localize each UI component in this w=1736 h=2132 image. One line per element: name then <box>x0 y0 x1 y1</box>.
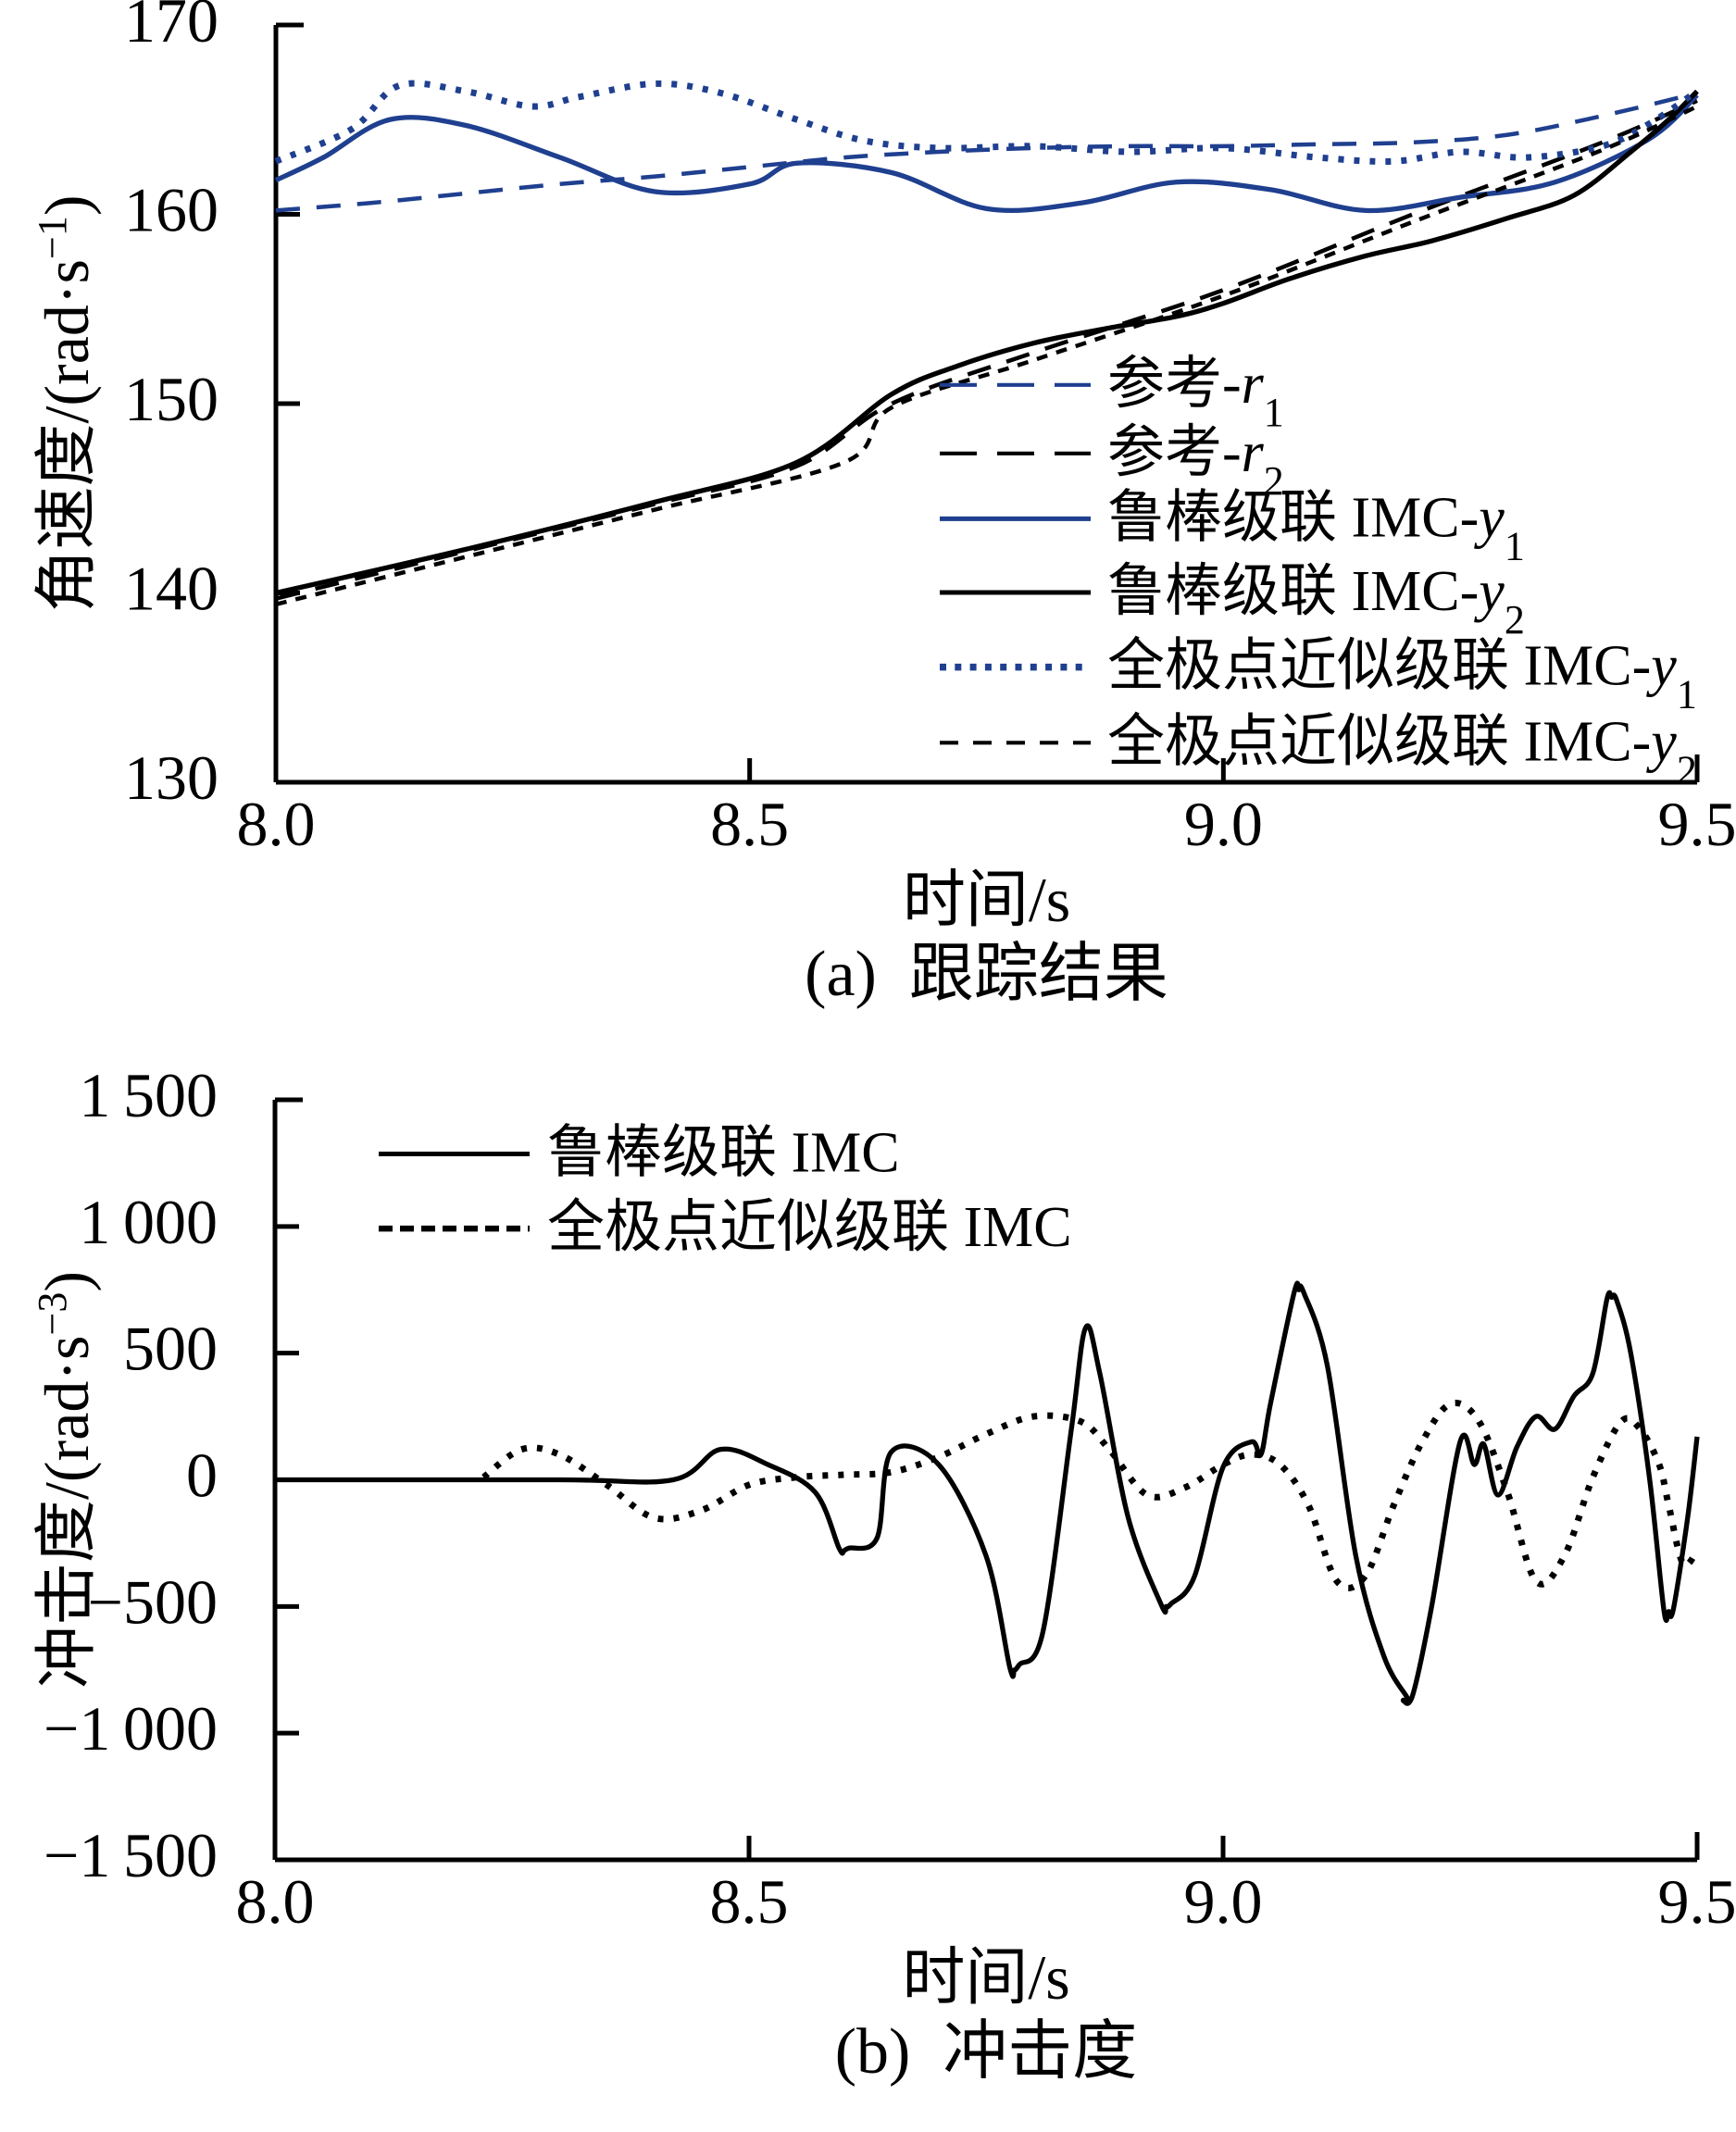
svg-text:9.5: 9.5 <box>1658 1866 1736 1937</box>
svg-text:150: 150 <box>124 364 219 434</box>
svg-text:8.0: 8.0 <box>236 1866 315 1937</box>
svg-text:1 500: 1 500 <box>79 1060 218 1130</box>
svg-text:−500: −500 <box>88 1566 218 1637</box>
svg-text:(b) 冲击度: (b) 冲击度 <box>835 2016 1138 2088</box>
svg-text:全极点近似级联 IMC: 全极点近似级联 IMC <box>547 1196 1072 1259</box>
svg-text:−1 000: −1 000 <box>44 1693 218 1764</box>
svg-text:9.5: 9.5 <box>1658 789 1736 859</box>
svg-text:鲁棒级联 IMC: 鲁棒级联 IMC <box>547 1122 900 1185</box>
svg-text:130: 130 <box>124 742 219 813</box>
svg-text:9.0: 9.0 <box>1184 789 1263 859</box>
svg-text:1 000: 1 000 <box>79 1187 218 1257</box>
svg-text:时间/s: 时间/s <box>902 1942 1069 2013</box>
svg-text:0: 0 <box>186 1440 218 1511</box>
svg-text:−1 500: −1 500 <box>44 1820 218 1890</box>
svg-text:8.5: 8.5 <box>710 1866 789 1937</box>
svg-text:160: 160 <box>124 175 219 245</box>
svg-text:8.5: 8.5 <box>710 789 789 859</box>
svg-text:500: 500 <box>123 1314 218 1384</box>
svg-text:140: 140 <box>124 554 219 624</box>
svg-text:时间/s: 时间/s <box>903 865 1070 935</box>
svg-text:170: 170 <box>124 0 219 56</box>
svg-text:9.0: 9.0 <box>1184 1866 1263 1937</box>
svg-text:8.0: 8.0 <box>237 789 316 859</box>
svg-text:(a) 跟踪结果: (a) 跟踪结果 <box>805 939 1168 1010</box>
